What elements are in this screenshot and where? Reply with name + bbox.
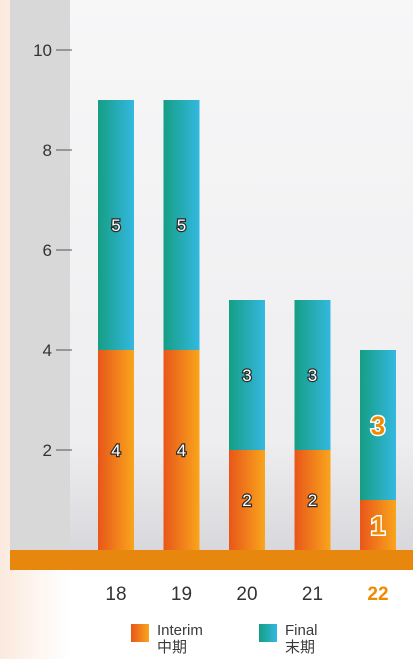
bar-interim-value-label: 4	[177, 441, 186, 460]
bar-interim	[98, 350, 134, 550]
x-axis-band	[10, 550, 413, 570]
y-tick-label: 8	[43, 141, 52, 160]
bar-final-value-label: 5	[111, 216, 120, 235]
y-tick-label: 2	[43, 441, 52, 460]
y-tick-label: 4	[43, 341, 52, 360]
bar-final	[163, 100, 200, 350]
y-tick-label: 10	[33, 41, 52, 60]
bar-interim	[294, 450, 331, 550]
bar-interim	[229, 450, 265, 550]
bar-final-value-label: 5	[177, 216, 186, 235]
bar-interim-value-label: 4	[111, 441, 120, 460]
legend-label-interim: Interim	[157, 622, 203, 639]
x-tick-label: 21	[302, 584, 323, 605]
bar-final-value-label: 3	[242, 366, 251, 385]
bar-interim-value-label: 2	[308, 491, 317, 510]
bar-interim	[163, 350, 200, 550]
bar-final	[98, 100, 134, 350]
bar-final-value-label: 3	[371, 410, 385, 440]
bar-interim-value-label: 2	[242, 491, 251, 510]
y-axis-ticks: 2 4 6 8 10	[33, 41, 72, 460]
x-axis-labels: 18 19 20 21 22	[105, 584, 388, 605]
bar-final-value-label: 3	[308, 366, 317, 385]
bar-final	[360, 350, 396, 500]
y-axis-panel	[10, 0, 70, 552]
bar-interim-value-label: 1	[371, 510, 385, 540]
bars: 4 5 4 5 2 3 2 3 1 3	[98, 100, 396, 550]
legend-swatch-interim	[131, 624, 149, 642]
bar-final	[229, 300, 265, 450]
x-tick-label: 19	[171, 584, 192, 605]
bar-interim	[360, 500, 396, 550]
bar-final	[294, 300, 331, 450]
legend-swatch-final	[259, 624, 277, 642]
y-tick-label: 6	[43, 241, 52, 260]
legend-final: Final 末期	[259, 622, 318, 656]
legend-interim: Interim 中期	[131, 622, 203, 656]
legend-label-final-jp: 末期	[285, 639, 316, 656]
x-tick-label: 20	[236, 584, 257, 605]
legend-label-final: Final	[285, 622, 318, 639]
x-tick-label: 18	[105, 584, 126, 605]
legend-label-interim-jp: 中期	[157, 639, 188, 656]
x-tick-label: 22	[367, 584, 388, 605]
